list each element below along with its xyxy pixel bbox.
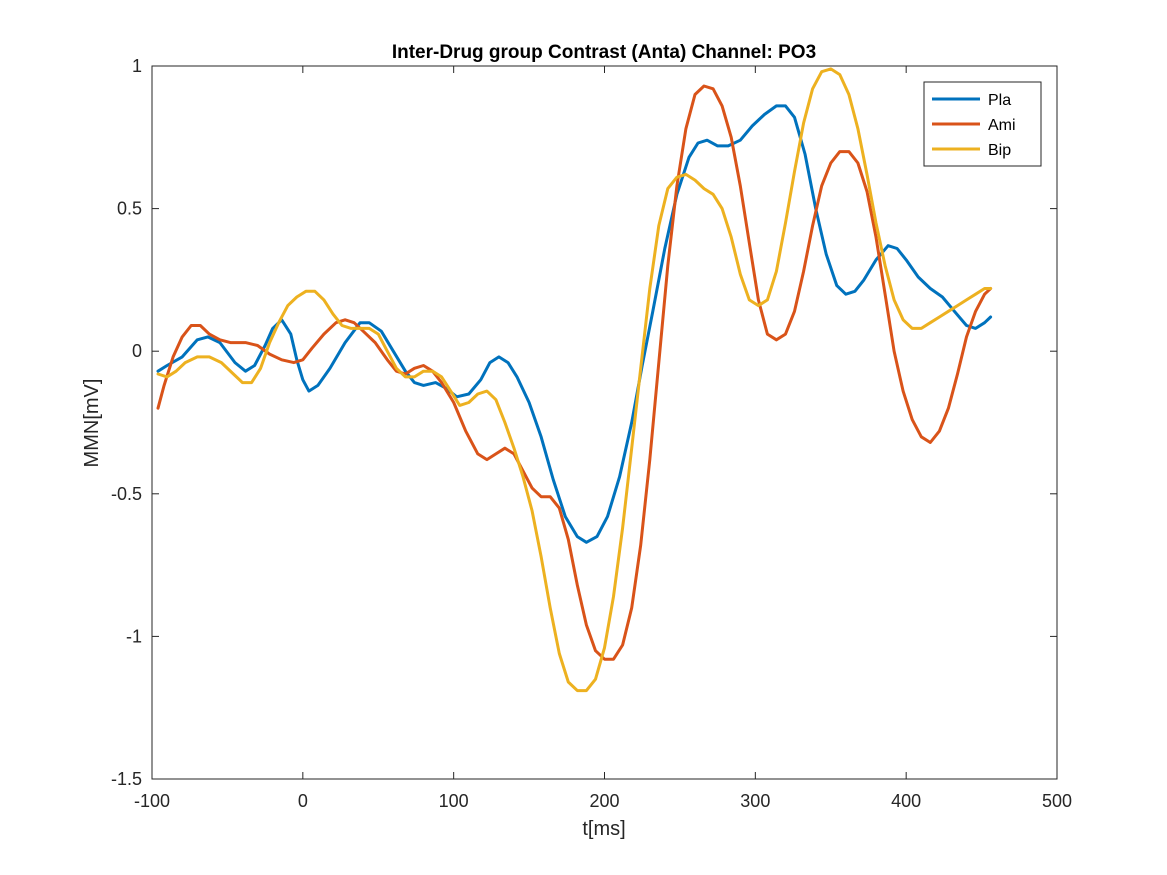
legend-label-pla: Pla — [988, 92, 1011, 109]
y-tick-label: -0.5 — [111, 484, 142, 504]
chart-title: Inter-Drug group Contrast (Anta) Channel… — [392, 42, 816, 63]
x-axis: -100 0 100 200 300 400 500 — [134, 66, 1072, 811]
y-tick-label: -1.5 — [111, 769, 142, 789]
x-tick-label: 200 — [589, 791, 619, 811]
y-tick-label: -1 — [126, 626, 142, 646]
y-tick-label: 0.5 — [117, 199, 142, 219]
y-axis-label: MMN[mV] — [81, 379, 103, 468]
y-axis: -1.5 -1 -0.5 0 0.5 1 — [111, 56, 1057, 789]
x-tick-label: 300 — [740, 791, 770, 811]
series-line-pla — [156, 104, 993, 544]
x-tick-label: 0 — [298, 791, 308, 811]
legend-label-bip: Bip — [988, 142, 1011, 159]
x-axis-label: t[ms] — [582, 818, 625, 840]
x-tick-label: 100 — [439, 791, 469, 811]
legend: Pla Ami Bip — [923, 81, 1042, 167]
plot-area — [151, 65, 1058, 780]
y-tick-label: 1 — [132, 56, 142, 76]
x-tick-label: 500 — [1042, 791, 1072, 811]
series-line-ami — [156, 84, 993, 661]
x-tick-label: -100 — [134, 791, 170, 811]
x-tick-label: 400 — [891, 791, 921, 811]
legend-label-ami: Ami — [988, 117, 1016, 134]
axes-box — [151, 65, 1058, 780]
series-line-bip — [156, 67, 993, 693]
y-tick-label: 0 — [132, 341, 142, 361]
